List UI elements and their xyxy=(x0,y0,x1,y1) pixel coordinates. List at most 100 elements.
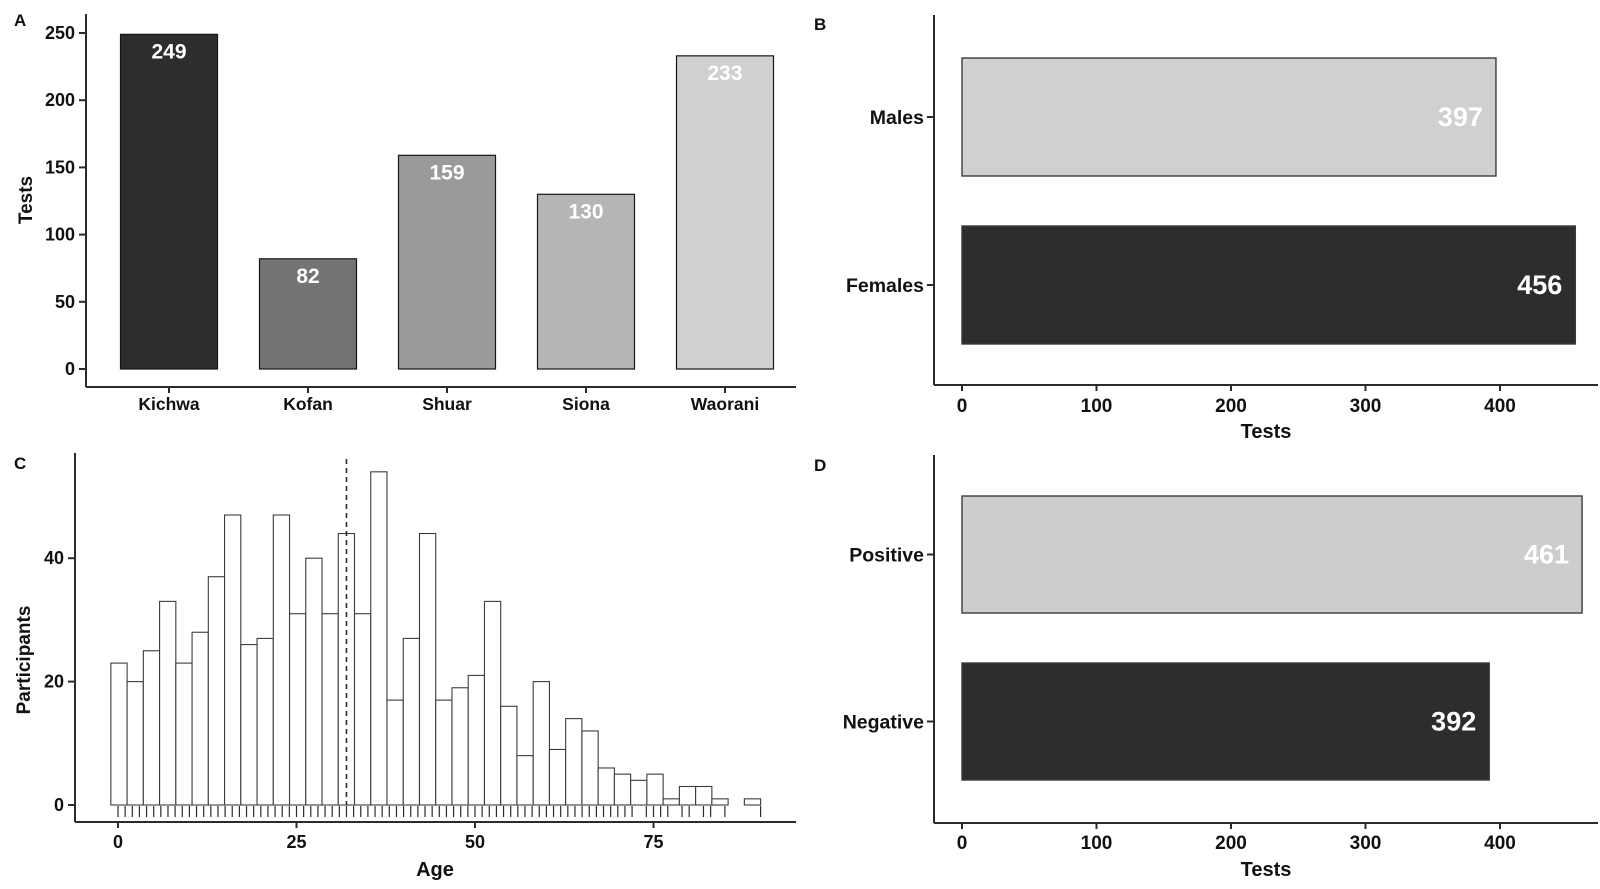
y-axis-title: Participants xyxy=(14,606,35,715)
panel-c-age-histogram: C 0 20 40 Participants 0 25 50 75 Age xyxy=(14,453,796,881)
bar-value-label: 456 xyxy=(1517,270,1562,300)
histogram-bin xyxy=(548,748,567,806)
histogram-bin xyxy=(613,773,632,806)
histogram-bin xyxy=(743,798,762,806)
y-tick-label: 200 xyxy=(45,90,75,110)
x-tick-label: 100 xyxy=(1081,833,1113,854)
bar-value-label: 461 xyxy=(1524,540,1569,570)
histogram-bin xyxy=(630,779,648,806)
x-axis-title: Tests xyxy=(1241,421,1292,443)
histogram-bin xyxy=(646,773,664,806)
histogram-bin xyxy=(191,631,209,806)
y-tick-label: 50 xyxy=(55,292,75,312)
bar-value-label: 82 xyxy=(296,265,319,288)
y-tick-label: 20 xyxy=(44,672,64,692)
histogram-bin xyxy=(175,662,193,806)
histogram-bin xyxy=(224,514,242,806)
panel-a-bar-chart-tests-by-group: A 0 50 100 150 200 250 Tests 249 Kichwa 82 Kofan 159… xyxy=(14,11,796,414)
histogram-bin xyxy=(272,514,291,806)
x-tick-label: 100 xyxy=(1081,396,1113,417)
histogram-bin xyxy=(207,576,226,806)
panel-letter: C xyxy=(14,454,26,473)
histogram-bin xyxy=(451,687,469,806)
histogram-bin xyxy=(370,471,388,806)
panel-b-hbar-chart-tests-by-sex: B 0 100 200 300 400 Tests Males 397 Females 456 xyxy=(814,15,1598,443)
x-category-label: Siona xyxy=(562,394,610,414)
histogram-bin xyxy=(500,705,518,806)
histogram-bin xyxy=(581,730,599,806)
histogram-bin xyxy=(305,557,323,806)
x-tick-label: 50 xyxy=(465,832,485,852)
panel-letter: D xyxy=(814,456,826,475)
histogram-bin xyxy=(532,681,550,806)
histogram-bin xyxy=(159,600,177,806)
x-tick-label: 400 xyxy=(1484,833,1516,854)
x-tick-label: 0 xyxy=(957,833,968,854)
y-tick-label: 250 xyxy=(45,23,75,43)
bar-males xyxy=(961,57,1497,177)
histogram-bin xyxy=(353,613,372,806)
y-axis-title: Tests xyxy=(16,176,37,224)
y-category-label: Males xyxy=(870,107,924,129)
bar-siona xyxy=(536,193,636,370)
x-tick-label: 200 xyxy=(1215,396,1247,417)
histogram-bin xyxy=(678,785,697,806)
histogram-bin xyxy=(256,637,274,806)
bar-value-label: 130 xyxy=(568,200,603,223)
panel-d-hbar-chart-tests-by-result: D 0 100 200 300 400 Tests Positive 461 Negative 39… xyxy=(814,455,1598,881)
histogram-bin xyxy=(142,650,161,806)
bar-shuar xyxy=(397,154,497,370)
y-tick-label: 40 xyxy=(44,548,64,568)
bar-value-label: 159 xyxy=(429,161,464,184)
bar-positive xyxy=(961,495,1583,614)
bar-females xyxy=(961,225,1577,345)
x-tick-label: 25 xyxy=(286,832,306,852)
x-category-label: Kofan xyxy=(283,394,333,414)
x-axis-title: Tests xyxy=(1241,859,1292,881)
histogram-bin xyxy=(467,674,486,806)
y-category-label: Positive xyxy=(849,545,924,567)
histogram-bin xyxy=(418,532,437,806)
bar-negative xyxy=(961,662,1490,781)
x-category-label: Kichwa xyxy=(138,394,200,414)
histogram-bin xyxy=(110,662,128,806)
panel-letter: A xyxy=(14,11,26,30)
x-tick-label: 0 xyxy=(113,832,123,852)
histogram-bin xyxy=(695,785,713,806)
histogram-bin xyxy=(662,798,680,806)
histogram-bin xyxy=(386,699,404,806)
bar-value-label: 233 xyxy=(707,62,742,85)
bar-value-label: 392 xyxy=(1431,707,1476,737)
histogram-bin xyxy=(240,644,258,806)
x-tick-label: 300 xyxy=(1350,833,1382,854)
x-tick-label: 0 xyxy=(957,396,968,417)
y-category-label: Females xyxy=(846,275,924,297)
histogram-bin xyxy=(483,600,502,806)
x-category-label: Waorani xyxy=(691,394,759,414)
x-tick-label: 75 xyxy=(643,832,663,852)
y-category-label: Negative xyxy=(843,712,924,734)
histogram-bin xyxy=(435,699,453,806)
bar-kichwa xyxy=(119,33,219,370)
y-tick-label: 100 xyxy=(45,225,75,245)
histogram-bin xyxy=(516,755,534,806)
panel-letter: B xyxy=(814,15,826,34)
bar-kofan xyxy=(258,258,358,370)
histogram-bin xyxy=(321,613,339,806)
bar-waorani xyxy=(675,55,775,370)
histogram-bin xyxy=(597,767,615,806)
y-tick-label: 150 xyxy=(45,157,75,177)
y-tick-label: 0 xyxy=(65,359,75,379)
bar-value-label: 397 xyxy=(1438,102,1483,132)
x-axis-title: Age xyxy=(416,859,454,881)
x-tick-label: 300 xyxy=(1350,396,1382,417)
x-category-label: Shuar xyxy=(422,394,472,414)
histogram-bin xyxy=(565,718,583,806)
y-tick-label: 0 xyxy=(54,795,64,815)
bar-value-label: 249 xyxy=(151,40,186,63)
histogram-bin xyxy=(126,681,144,806)
histogram-bin xyxy=(711,798,729,806)
histogram-bin xyxy=(402,637,421,806)
x-tick-label: 400 xyxy=(1484,396,1516,417)
